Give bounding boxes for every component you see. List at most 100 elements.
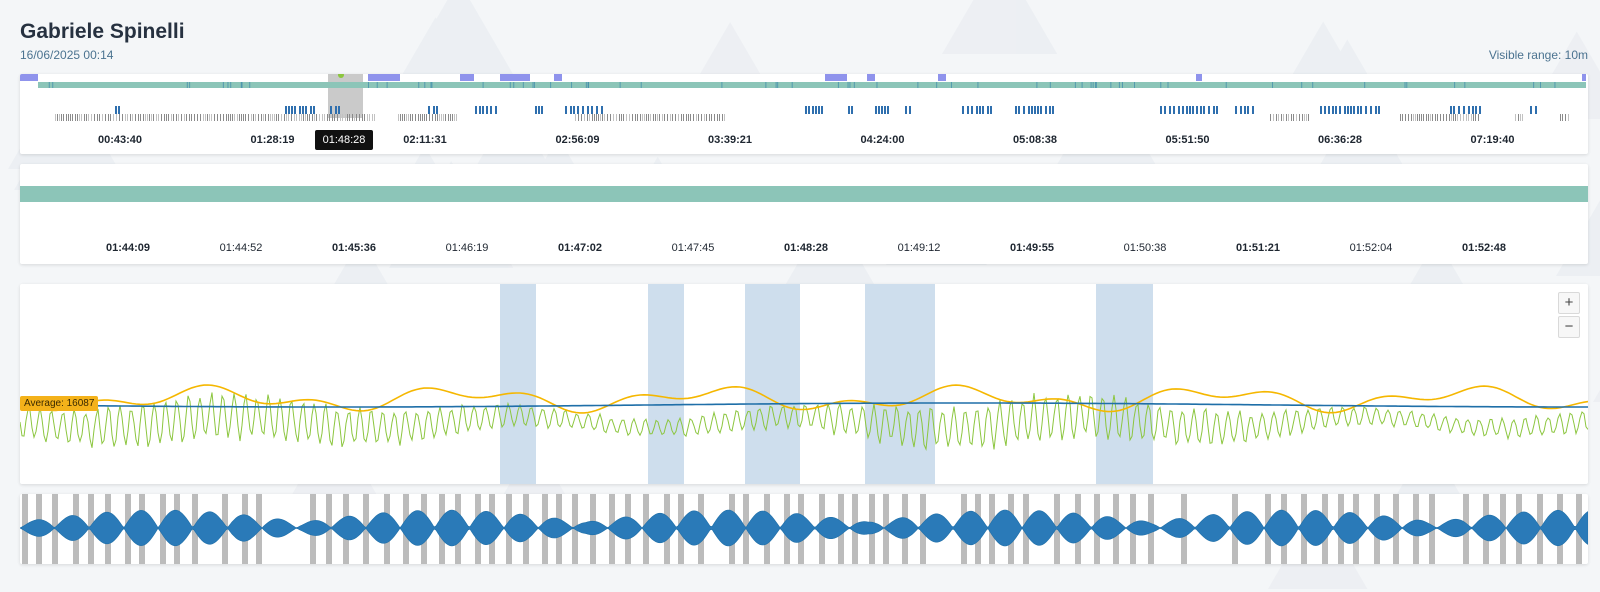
detail-tick-label: 01:44:52 <box>219 242 263 254</box>
overview-blue-mark <box>299 106 301 114</box>
overview-grey-tick <box>610 114 611 121</box>
overview-grey-tick <box>1270 114 1271 121</box>
overview-grey-tick <box>1478 114 1479 121</box>
overview-grey-tick <box>402 114 403 121</box>
overview-band-tick <box>418 82 420 88</box>
overview-blue-mark <box>1344 106 1346 114</box>
overview-grey-tick <box>314 114 315 121</box>
overview-grey-tick <box>70 114 71 121</box>
overview-grey-tick <box>272 114 273 121</box>
detail-tick-label: 01:49:12 <box>897 242 941 254</box>
overview-grey-tick <box>91 114 92 121</box>
overview-grey-tick <box>274 114 275 121</box>
overview-band-tick <box>1272 82 1274 88</box>
overview-grey-tick <box>575 114 576 121</box>
background-triangle <box>402 0 516 78</box>
overview-grey-tick <box>1413 114 1414 121</box>
overview-band-tick <box>431 82 433 88</box>
overview-blue-mark <box>1350 106 1352 114</box>
overview-grey-tick <box>340 114 341 121</box>
overview-blue-mark <box>1370 106 1372 114</box>
overview-band-tick <box>1364 82 1366 88</box>
detail-timeline[interactable]: 01:44:09 01:44:52 01:45:36 01:46:19 01:47:02… <box>20 164 1588 264</box>
envelope-line <box>20 384 1588 414</box>
detail-main-band <box>20 186 1588 202</box>
overview-grey-tick <box>1302 114 1303 121</box>
overview-grey-tick <box>635 114 636 121</box>
overview-grey-tick <box>613 114 614 121</box>
overview-band-tick <box>222 82 224 88</box>
overview-band-tick <box>847 82 849 88</box>
overview-grey-tick <box>263 114 264 121</box>
overview-blue-mark <box>1178 106 1180 114</box>
overview-blue-mark <box>1160 106 1162 114</box>
overview-grey-tick <box>398 114 399 121</box>
overview-grey-tick <box>57 114 58 121</box>
overview-event-block <box>1196 74 1202 81</box>
overview-band-tick <box>619 82 621 88</box>
overview-blue-mark <box>1472 106 1474 114</box>
overview-grey-tick <box>1421 114 1422 121</box>
overview-selection-window[interactable] <box>328 74 363 118</box>
overview-grey-tick <box>623 114 624 121</box>
overview-blue-mark <box>967 106 969 114</box>
overview-grey-tick <box>693 114 694 121</box>
overview-blue-mark <box>433 106 435 114</box>
overview-grey-tick <box>153 114 154 121</box>
overview-tick-label: 01:28:19 <box>250 134 295 146</box>
overview-grey-tick <box>228 114 229 121</box>
zoom-in-button[interactable]: + <box>1558 292 1580 314</box>
overview-grey-tick <box>445 114 446 121</box>
overview-grey-tick <box>181 114 182 121</box>
overview-grey-tick <box>650 114 651 121</box>
overview-band-tick <box>936 82 938 88</box>
zoom-out-button[interactable]: − <box>1558 316 1580 338</box>
overview-blue-mark <box>982 106 984 114</box>
overview-grey-tick <box>324 114 325 121</box>
overview-grey-tick <box>598 114 599 121</box>
overview-blue-mark <box>486 106 488 114</box>
overview-blue-mark <box>1365 106 1367 114</box>
overview-blue-mark <box>821 106 823 114</box>
overview-grey-tick <box>299 114 300 121</box>
overview-grey-tick <box>688 114 689 121</box>
overview-grey-tick <box>184 114 185 121</box>
signal-plot[interactable] <box>20 284 1588 484</box>
signal-chart[interactable]: Average: 16087 + − <box>20 284 1588 484</box>
overview-grey-tick <box>130 114 131 121</box>
overview-grey-tick <box>429 114 430 121</box>
selection-marker-icon[interactable] <box>338 74 344 78</box>
overview-grey-tick <box>243 114 244 121</box>
overview-grey-tick <box>667 114 668 121</box>
overview-blue-mark <box>1535 106 1537 114</box>
overview-grey-tick <box>400 114 401 121</box>
overview-blue-mark <box>475 106 477 114</box>
overview-grey-tick <box>1304 114 1305 121</box>
overview-blue-mark <box>1189 106 1191 114</box>
overview-grey-tick <box>151 114 152 121</box>
overview-timeline[interactable]: 00:43:40 01:28:19 02:11:31 02:56:09 03:39:21… <box>20 74 1588 154</box>
overview-grey-tick <box>714 114 715 121</box>
overview-grey-tick <box>706 114 707 121</box>
overview-grey-tick <box>655 114 656 121</box>
overview-grey-tick <box>426 114 427 121</box>
overview-grey-tick <box>1296 114 1297 121</box>
raw-signal-line <box>20 392 1588 452</box>
overview-blue-mark <box>979 106 981 114</box>
overview-grey-tick <box>408 114 409 121</box>
overview-blue-mark <box>1045 106 1047 114</box>
overview-band-tick <box>424 82 426 88</box>
overview-grey-tick <box>171 114 172 121</box>
overview-grey-tick <box>207 114 208 121</box>
overview-grey-tick <box>659 114 660 121</box>
overview-band-tick <box>186 82 188 88</box>
overview-grey-tick <box>594 114 595 121</box>
overview-blue-mark <box>294 106 296 114</box>
waveform-panel[interactable] <box>20 494 1588 564</box>
overview-blue-mark <box>1324 106 1326 114</box>
overview-tracks[interactable] <box>20 74 1588 154</box>
overview-grey-tick <box>173 114 174 121</box>
overview-grey-tick <box>205 114 206 121</box>
overview-grey-tick <box>367 114 368 121</box>
overview-grey-tick <box>270 114 271 121</box>
